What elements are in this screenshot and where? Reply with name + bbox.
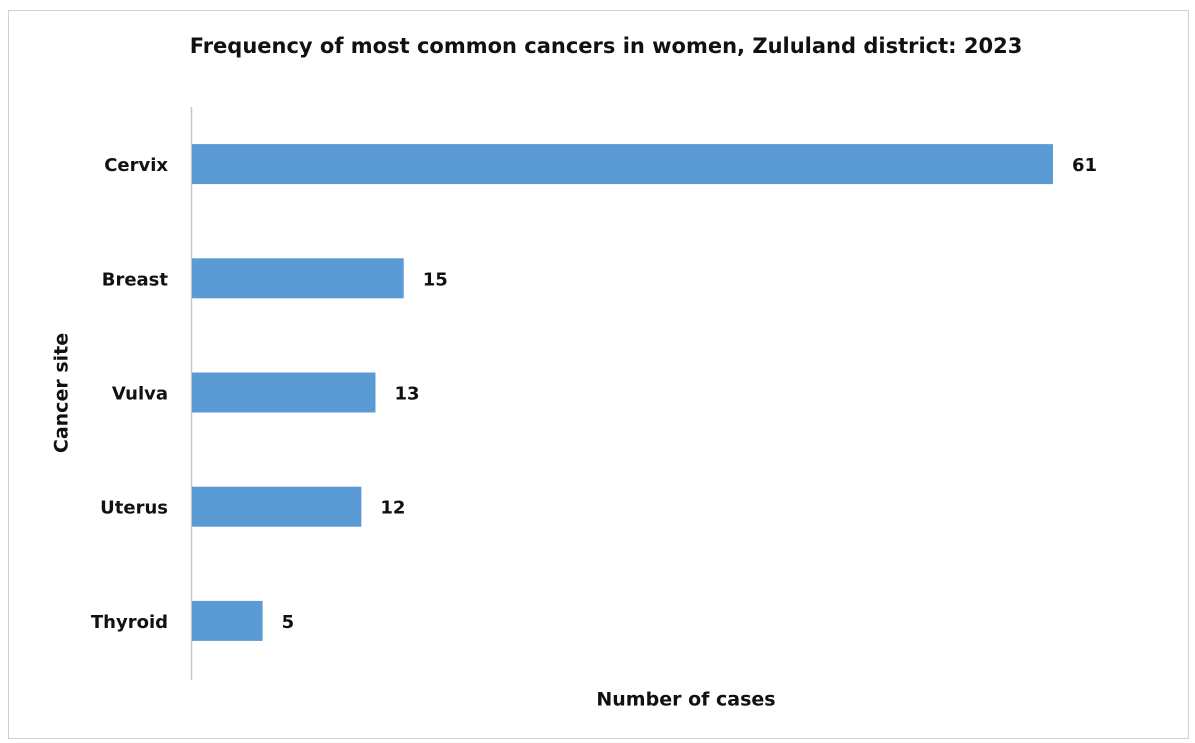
- data-label: 13: [394, 384, 419, 405]
- x-axis-title: Number of cases: [596, 689, 775, 711]
- data-label: 61: [1072, 155, 1097, 176]
- y-tick-label: Uterus: [100, 498, 168, 519]
- y-axis-title: Cancer site: [51, 333, 73, 453]
- chart-title: Frequency of most common cancers in wome…: [190, 34, 1023, 58]
- data-label: 15: [423, 269, 448, 290]
- data-label: 12: [380, 498, 405, 519]
- y-tick-label: Vulva: [112, 384, 168, 405]
- bar: [192, 144, 1053, 185]
- bar: [192, 600, 263, 641]
- bar: [192, 486, 362, 527]
- y-tick-label: Cervix: [104, 155, 168, 176]
- bar: [192, 372, 376, 413]
- y-tick-label: Breast: [102, 269, 169, 290]
- bar: [192, 258, 404, 299]
- y-tick-label: Thyroid: [91, 612, 168, 633]
- data-label: 5: [282, 612, 295, 633]
- chart-frame: [8, 10, 1189, 739]
